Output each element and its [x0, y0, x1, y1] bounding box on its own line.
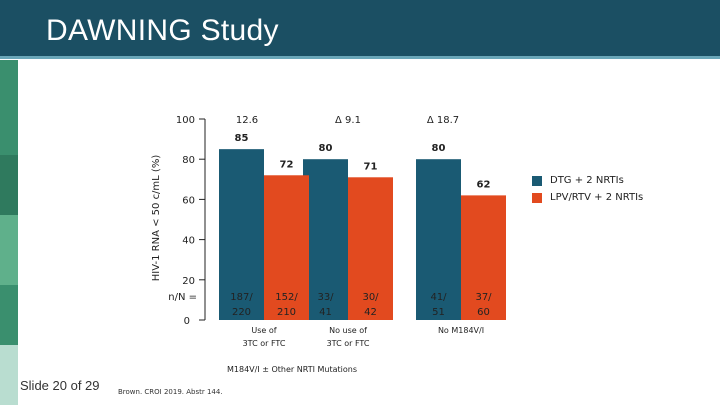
citation: Brown. CROI 2019. Abstr 144. [118, 388, 223, 396]
bar-n-bottom-dtg-1: 220 [232, 307, 251, 318]
n-label: n/N = [168, 292, 197, 303]
bar-lpv-1 [264, 175, 309, 320]
slide-title: DAWNING Study [46, 14, 279, 47]
bar-n-top-lpv-2: 30/ [362, 292, 379, 303]
y-axis-title: HIV-1 RNA < 50 c/mL (%) [151, 155, 162, 282]
legend-swatch-lpv [532, 192, 542, 203]
y-tick-label-0: 0 [184, 316, 190, 327]
category-label-2-line-1: No use of [329, 326, 367, 335]
y-tick-label-40: 40 [182, 236, 195, 247]
chart-legend: DTG + 2 NRTIs LPV/RTV + 2 NRTIs [532, 175, 643, 209]
bar-n-bottom-dtg-3: 51 [432, 307, 445, 318]
category-label-1-line-2: 3TC or FTC [243, 339, 286, 348]
legend-item-dtg: DTG + 2 NRTIs [532, 175, 643, 186]
bar-dtg-1 [219, 149, 264, 320]
y-tick-label-80: 80 [182, 155, 195, 166]
category-label-1-line-1: Use of [251, 326, 276, 335]
bar-lpv-3 [461, 195, 506, 320]
bar-dtg-3 [416, 159, 461, 320]
y-tick-label-100: 100 [176, 115, 195, 126]
bar-value-label-dtg-3: 80 [432, 143, 446, 154]
side-color-strip [0, 60, 18, 405]
legend-label-lpv: LPV/RTV + 2 NRTIs [550, 192, 644, 203]
bar-n-bottom-lpv-2: 42 [364, 307, 377, 318]
bar-value-label-dtg-1: 85 [235, 133, 249, 144]
y-tick-label-20: 20 [182, 276, 195, 287]
bar-n-top-lpv-3: 37/ [475, 292, 492, 303]
delta-label-3: Δ 18.7 [427, 115, 459, 126]
legend-swatch-dtg [532, 175, 542, 186]
bar-n-top-dtg-1: 187/ [230, 292, 253, 303]
bar-n-bottom-lpv-1: 210 [277, 307, 296, 318]
delta-label-2: Δ 9.1 [335, 115, 361, 126]
bar-n-top-dtg-2: 33/ [317, 292, 334, 303]
bar-value-label-lpv-3: 62 [477, 179, 491, 190]
bar-value-label-lpv-2: 71 [364, 161, 378, 172]
group-title: M184V/I ± Other NRTI Mutations [227, 365, 357, 374]
bar-lpv-2 [348, 177, 393, 320]
bar-dtg-2 [303, 159, 348, 320]
header-bar [0, 0, 720, 56]
bar-n-top-lpv-1: 152/ [275, 292, 298, 303]
bar-n-bottom-lpv-3: 60 [477, 307, 490, 318]
bar-n-top-dtg-3: 41/ [430, 292, 447, 303]
y-tick-label-60: 60 [182, 195, 195, 206]
bar-value-label-lpv-1: 72 [280, 159, 294, 170]
bar-n-bottom-dtg-2: 41 [319, 307, 332, 318]
header-accent-band [0, 56, 720, 59]
legend-item-lpv: LPV/RTV + 2 NRTIs [532, 192, 643, 203]
delta-label-1: 12.6 [236, 115, 258, 126]
bar-value-label-dtg-2: 80 [319, 143, 333, 154]
legend-label-dtg: DTG + 2 NRTIs [550, 175, 624, 186]
category-label-2-line-2: 3TC or FTC [327, 339, 370, 348]
category-label-3-line-1: No M184V/I [438, 326, 484, 335]
slide-number: Slide 20 of 29 [20, 378, 100, 393]
